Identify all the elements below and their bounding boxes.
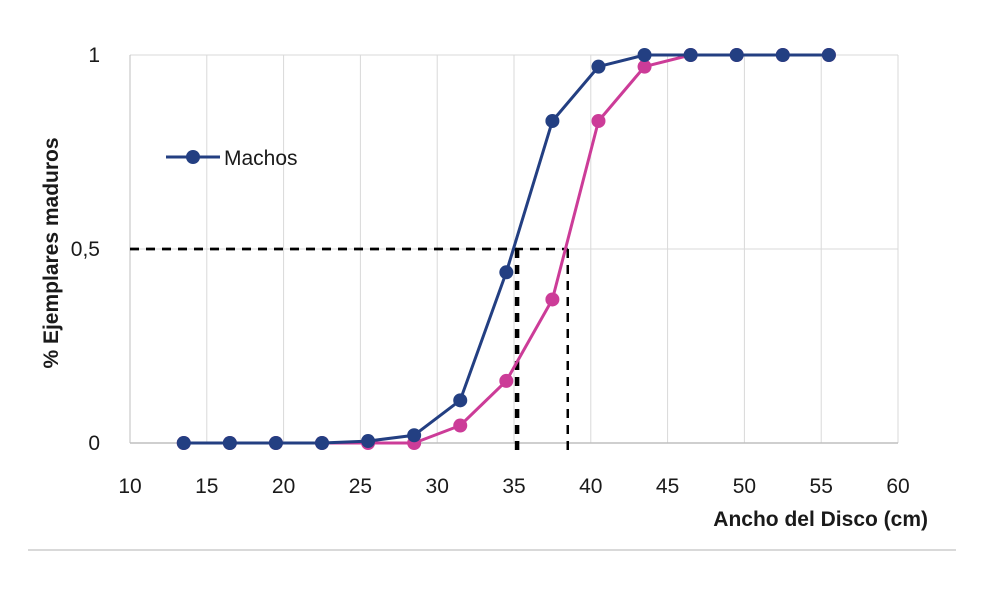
y-tick-label: 0,5 — [71, 238, 100, 261]
data-point-series-2 — [545, 292, 560, 307]
data-point-series-2 — [499, 373, 514, 388]
x-tick-label: 35 — [502, 475, 525, 498]
series-lines — [176, 48, 836, 450]
data-point-machos — [407, 428, 422, 443]
data-point-machos — [315, 436, 329, 450]
x-tick-label: 45 — [656, 475, 679, 498]
y-tick-label: 1 — [88, 44, 100, 67]
data-point-machos — [268, 436, 283, 450]
data-point-machos — [176, 436, 191, 450]
data-point-series-2 — [637, 59, 652, 74]
x-tick-label: 30 — [426, 475, 449, 498]
legend-marker-machos — [186, 150, 200, 164]
tick-labels: 10 15 20 25 30 35 40 45 50 55 60 0 0,5 1 — [71, 44, 910, 498]
data-point-machos — [591, 59, 606, 74]
data-point-series-2 — [591, 113, 606, 128]
data-point-machos — [499, 265, 514, 280]
data-point-machos — [821, 48, 836, 62]
x-tick-label: 20 — [272, 475, 295, 498]
x-tick-label: 15 — [195, 475, 218, 498]
data-point-series-2 — [453, 418, 468, 433]
data-point-machos — [729, 48, 744, 62]
x-tick-label: 60 — [886, 475, 909, 498]
legend: Machos — [166, 147, 298, 170]
data-point-machos — [222, 436, 237, 450]
data-point-machos — [775, 48, 790, 62]
x-tick-label: 50 — [733, 475, 756, 498]
data-point-machos — [637, 48, 652, 62]
reference-lines — [130, 247, 570, 457]
y-axis-title: % Ejemplares maduros — [40, 137, 63, 368]
x-axis-title: Ancho del Disco (cm) — [713, 508, 928, 531]
x-tick-label: 55 — [810, 475, 833, 498]
y-tick-label: 0 — [88, 432, 100, 455]
data-point-machos — [545, 113, 560, 128]
legend-label-machos: Machos — [224, 147, 298, 170]
data-point-machos — [453, 393, 468, 408]
data-point-machos — [361, 434, 376, 449]
x-tick-label: 25 — [349, 475, 372, 498]
x-tick-label: 40 — [579, 475, 602, 498]
data-point-machos — [683, 48, 698, 62]
x-tick-label: 10 — [118, 475, 141, 498]
